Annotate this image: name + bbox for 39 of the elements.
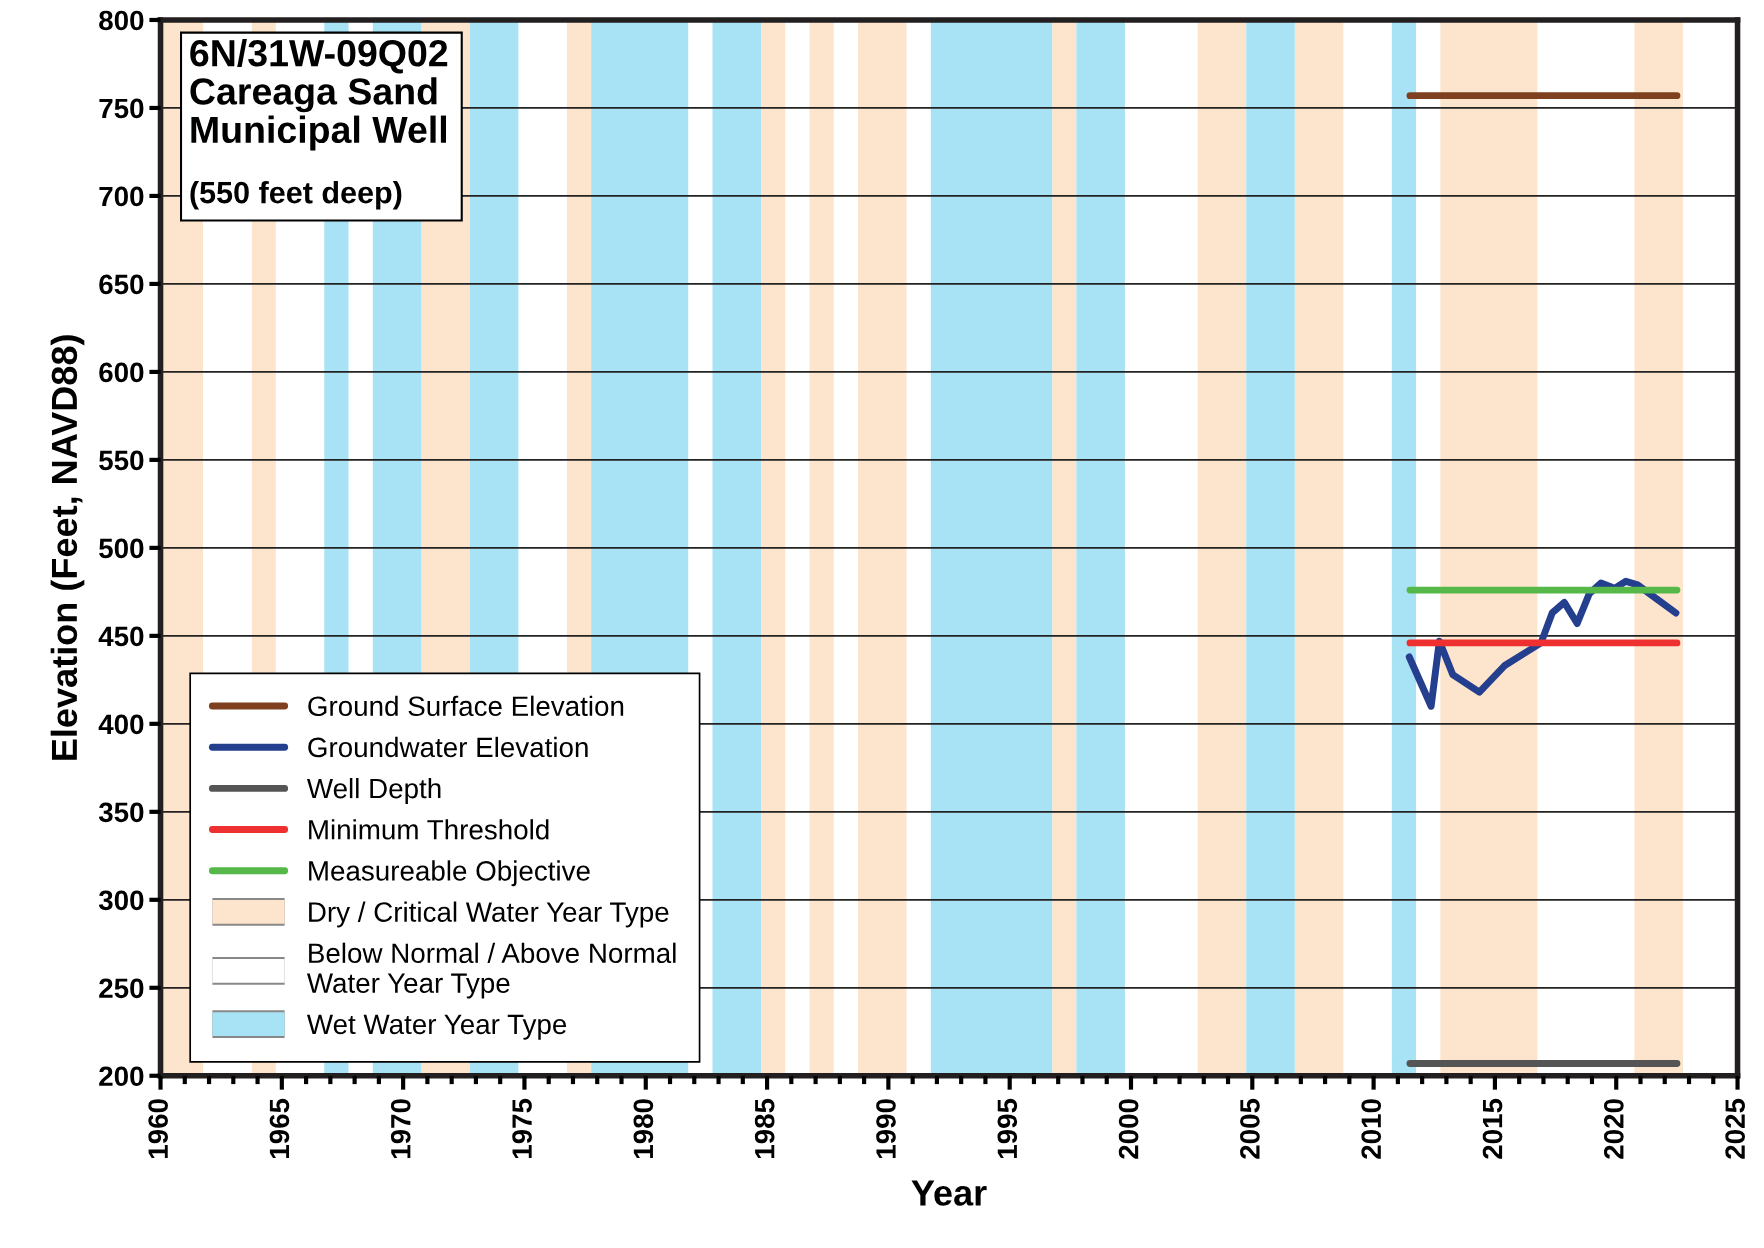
y-tick-label: 300: [98, 890, 144, 911]
x-tick-label: 1990: [876, 1099, 896, 1159]
band-label: Wet Water Year Type: [306, 1014, 567, 1040]
x-tick-label: 2010: [1361, 1099, 1382, 1159]
y-axis-title: Elevation (Feet, NAVD88): [50, 335, 85, 760]
y-tick-label: 400: [98, 714, 144, 735]
x-tick-label: 1975: [512, 1098, 532, 1159]
x-tick-label: 2005: [1240, 1098, 1260, 1159]
band-label: Below Normal / Above Normal Water Year Type: [306, 942, 676, 999]
y-tick-label: 200: [99, 1066, 144, 1087]
y-tick-label: 450: [98, 626, 144, 647]
x-tick-label: 1985: [754, 1098, 775, 1159]
band-label: Dry / Critical Water Year Type: [309, 901, 669, 928]
legend-label: Minimum Threshold: [309, 819, 549, 840]
x-tick-label: 2015: [1482, 1098, 1503, 1159]
legend-label: Ground Surface Elevation: [308, 695, 624, 717]
x-tick-label: 2020: [1604, 1099, 1624, 1159]
x-tick-label: 1995: [997, 1098, 1018, 1159]
y-tick-label: 550: [99, 450, 144, 471]
text: 6N/31W-09Q02 Careaga Sand Municipal Well: [190, 38, 448, 151]
x-tick-label: 2000: [1118, 1099, 1139, 1159]
y-tick-label: 600: [99, 362, 144, 383]
x-tick-label: 2025: [1725, 1098, 1745, 1159]
legend-label: Well Depth: [306, 777, 441, 804]
y-tick-label: 500: [99, 538, 144, 559]
x-axis-title: Year: [911, 1180, 987, 1206]
y-tick-label: 750: [99, 98, 144, 119]
x-tick-label: 1980: [633, 1099, 654, 1159]
y-tick-label: 350: [98, 802, 144, 823]
x-tick-label: 1960: [148, 1099, 168, 1159]
x-tick-label: 1965: [269, 1098, 290, 1159]
y-tick-label: 800: [99, 10, 144, 31]
y-tick-label: 650: [99, 274, 144, 295]
legend-label: Groundwater Elevation: [308, 736, 588, 758]
y-tick-label: 250: [99, 978, 144, 999]
legend-label: Measureable Objective: [309, 860, 590, 887]
x-tick-label: 1970: [390, 1099, 411, 1159]
text: (550 feet deep): [190, 180, 402, 210]
y-tick-label: 700: [99, 186, 144, 207]
